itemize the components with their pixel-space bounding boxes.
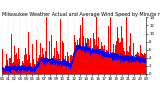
Text: Milwaukee Weather Actual and Average Wind Speed by Minute mph (Last 24 Hours): Milwaukee Weather Actual and Average Win… [2,12,160,17]
